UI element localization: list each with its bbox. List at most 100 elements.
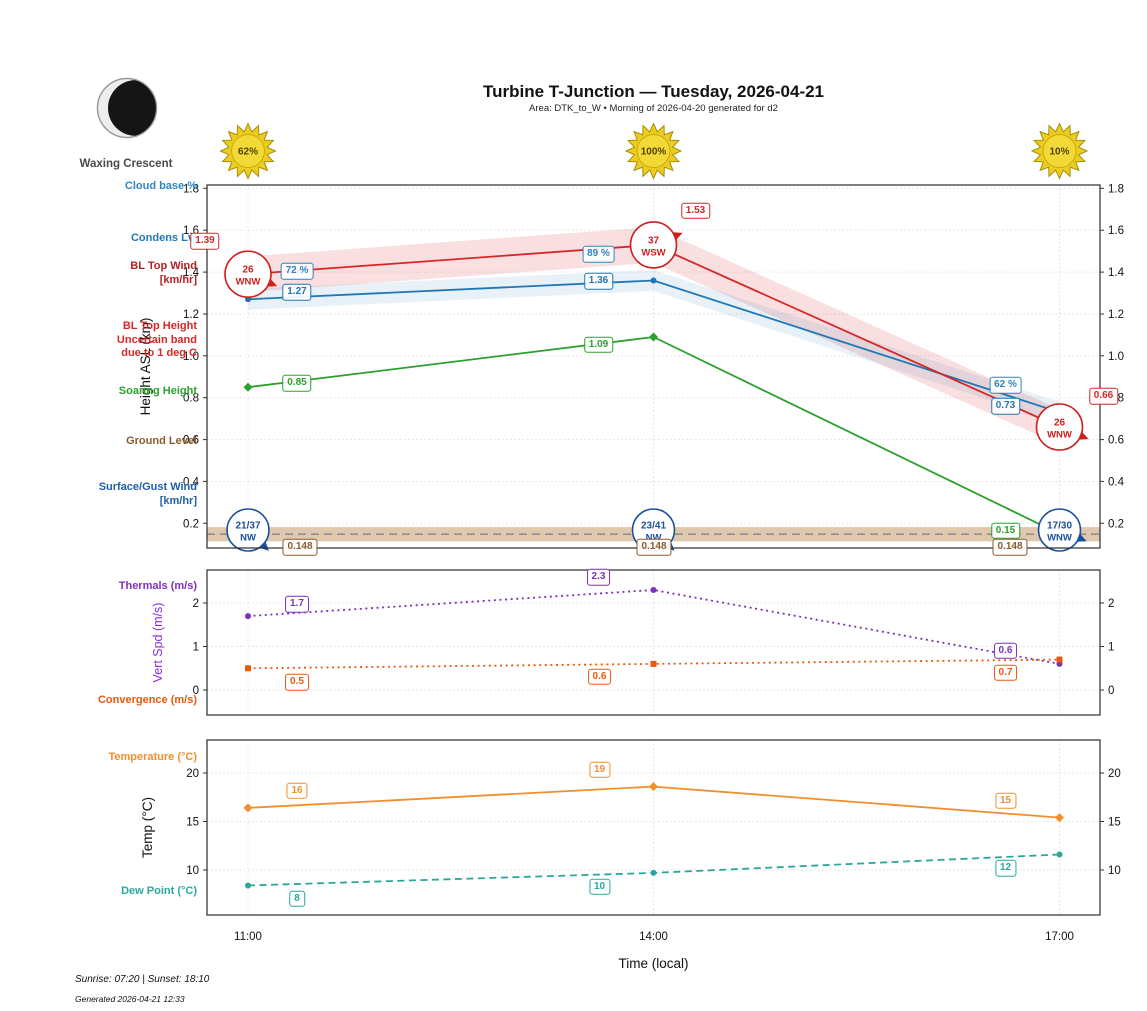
condens-lvl-band	[248, 270, 1060, 423]
svg-text:17/30: 17/30	[1047, 521, 1072, 532]
svg-text:26: 26	[1054, 418, 1066, 429]
label-condens: Condens Lvl	[130, 232, 197, 244]
cloud-base-pct-label: 89 %	[582, 246, 615, 263]
svg-text:1.6: 1.6	[1108, 225, 1124, 237]
svg-text:37: 37	[648, 235, 660, 246]
svg-text:1: 1	[193, 642, 199, 654]
moon-icon	[96, 77, 158, 139]
y-axis-label-temp: Temp (°C)	[140, 797, 155, 858]
label-soaring: Soaring Height	[118, 385, 197, 397]
condens-lvl-label: 1.27	[282, 284, 312, 301]
svg-text:2: 2	[1108, 598, 1114, 610]
ground-level-label: 0.148	[992, 538, 1028, 556]
svg-text:0.2: 0.2	[1108, 518, 1124, 530]
soaring-height-label: 0.85	[282, 374, 312, 392]
thermals-line	[247, 589, 1060, 665]
moon-phase-label: Waxing Crescent	[79, 158, 173, 170]
convergence-label: 0.6	[587, 668, 612, 686]
temperature-label: 19	[588, 761, 611, 778]
svg-text:NW: NW	[646, 533, 662, 544]
svg-text:1.2: 1.2	[183, 309, 199, 321]
sun-icon: 10%	[1030, 122, 1089, 180]
panel-2-ticks: 10 10 15 15 20 20	[186, 768, 1121, 877]
svg-text:20: 20	[1108, 768, 1121, 780]
soaring-height-label: 1.09	[583, 336, 614, 354]
panel-1-ticks: 0 0 1 1 2 2	[193, 598, 1115, 697]
temperature-series	[243, 782, 1064, 823]
ground-level-label: 0.148	[282, 538, 318, 556]
svg-text:Time (local): Time (local)	[618, 956, 688, 971]
sun-icon: 62%	[219, 122, 277, 180]
cloud-base-pct-label: 72 %	[280, 263, 314, 280]
svg-text:1.0: 1.0	[183, 351, 199, 363]
label-bl-top-wind: BL Top Wind [km/hr]	[130, 260, 197, 286]
thermals-label: 0.6	[993, 642, 1018, 660]
panel-1-frame	[206, 569, 1101, 716]
svg-text:26: 26	[242, 265, 254, 276]
temperature-label: 15	[994, 792, 1017, 809]
svg-text:WNW: WNW	[236, 277, 261, 288]
label-ground: Ground Level	[126, 435, 197, 447]
page-title: Turbine T-Junction — Tuesday, 2026-04-21	[482, 82, 825, 101]
label-bl-top-height: BL Top Height Uncertain band due to 1 de…	[116, 320, 197, 359]
svg-text:11:00: 11:00	[234, 931, 262, 943]
svg-text:100%: 100%	[641, 147, 667, 158]
svg-text:WNW: WNW	[1047, 430, 1072, 441]
y-axis-label-height: Height ASL (km)	[138, 318, 153, 416]
svg-text:14:00: 14:00	[639, 931, 668, 943]
sunrise-sunset-text: Sunrise: 07:20 | Sunset: 18:10	[75, 974, 210, 985]
svg-text:2: 2	[193, 598, 199, 610]
dew-point-label: 12	[994, 860, 1017, 877]
svg-text:10: 10	[186, 865, 199, 877]
bl-top-height-label: 0.66	[1088, 387, 1119, 405]
panel-0-grid	[207, 185, 1100, 548]
svg-text:23/41: 23/41	[641, 521, 666, 532]
convergence-line	[247, 658, 1060, 670]
svg-text:0: 0	[1108, 685, 1114, 697]
generated-text: Generated 2026-04-21 12:33	[75, 994, 185, 1004]
svg-text:15: 15	[1108, 817, 1121, 829]
label-cloud-base: Cloud base %	[124, 180, 197, 192]
svg-text:1.0: 1.0	[1108, 351, 1124, 363]
dew-point-series	[245, 851, 1063, 889]
dew-point-label: 8	[289, 890, 305, 907]
label-convergence: Convergence (m/s)	[97, 694, 197, 706]
svg-text:1.4: 1.4	[183, 267, 200, 279]
panel-2-grid	[207, 740, 1100, 915]
page-subtitle: Area: DTK_to_W • Morning of 2026-04-20 g…	[529, 103, 778, 114]
label-surface-wind: Surface/Gust Wind [km/hr]	[98, 481, 197, 507]
svg-text:1.2: 1.2	[1108, 309, 1124, 321]
panel-2-frame	[206, 739, 1101, 916]
label-dew-point: Dew Point (°C)	[121, 885, 197, 897]
dew-point-label: 10	[588, 878, 611, 896]
svg-text:0.8: 0.8	[183, 393, 199, 405]
svg-text:1.8: 1.8	[1108, 183, 1124, 195]
x-axis: 11:00 14:00 17:00 Time (local)	[234, 931, 1074, 971]
svg-text:17:00: 17:00	[1045, 931, 1074, 943]
thermals-label: 2.3	[586, 568, 611, 586]
svg-text:WNW: WNW	[1047, 533, 1072, 544]
svg-text:10: 10	[1108, 865, 1121, 877]
bl-top-height-label: 1.53	[680, 202, 711, 220]
panel-1-grid	[207, 570, 1100, 715]
svg-text:0: 0	[193, 685, 199, 697]
sun-icon: 100%	[624, 122, 683, 180]
svg-text:0.2: 0.2	[183, 518, 199, 530]
svg-text:10%: 10%	[1049, 147, 1069, 158]
svg-text:15: 15	[186, 817, 199, 829]
svg-text:0.4: 0.4	[183, 476, 200, 488]
svg-text:1.8: 1.8	[183, 183, 199, 195]
svg-text:NW: NW	[240, 533, 256, 544]
axis-titles: Height ASL (km) Vert Spd (m/s) Temp (°C)	[138, 318, 165, 858]
condens-lvl-label: 1.36	[583, 273, 614, 290]
bl-top-height-label: 1.39	[190, 232, 220, 250]
svg-text:1.4: 1.4	[1108, 267, 1125, 279]
convergence-label: 0.7	[993, 664, 1018, 681]
svg-text:0.4: 0.4	[1108, 476, 1125, 488]
